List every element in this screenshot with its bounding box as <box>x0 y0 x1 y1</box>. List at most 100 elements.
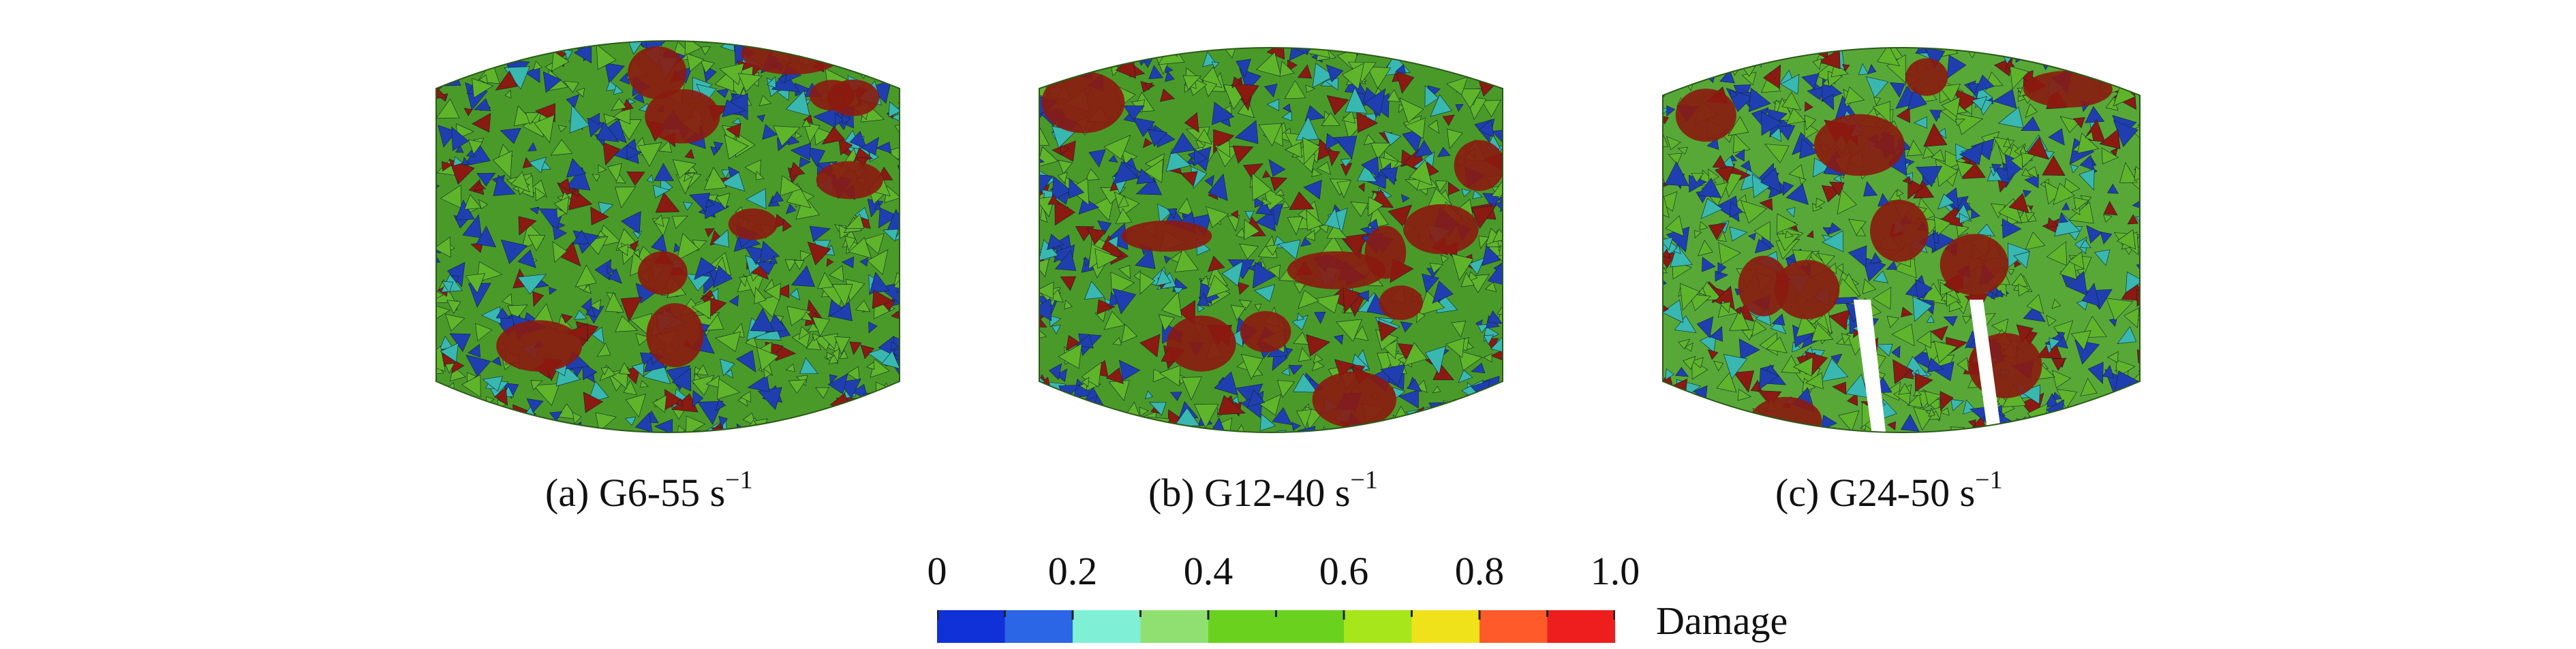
damage-fragment <box>655 192 680 213</box>
damage-fragment <box>1678 338 1691 350</box>
damage-fragment <box>2068 432 2087 449</box>
damage-fragment <box>1460 272 1475 287</box>
damage-fragment <box>1052 176 1071 202</box>
damage-fragment <box>1026 42 1034 54</box>
damage-fragment <box>1481 245 1502 266</box>
damage-fragment <box>1118 360 1141 381</box>
damage-fragment <box>1502 58 1503 69</box>
damage-fragment <box>1432 363 1454 381</box>
damage-fragment <box>1457 89 1482 109</box>
damage-fragment <box>1457 61 1471 75</box>
damage-fragment <box>1147 129 1167 147</box>
damage-fragment <box>1167 208 1178 219</box>
damage-fragment <box>694 257 718 281</box>
damage-fragment <box>2086 225 2102 244</box>
damage-fragment <box>1488 53 1503 69</box>
damage-fragment <box>1997 180 2009 193</box>
damage-fragment <box>1370 142 1392 159</box>
damage-fragment <box>1303 179 1322 200</box>
damage-fragment <box>812 316 830 337</box>
damage-fragment <box>786 203 797 215</box>
damage-fragment <box>1144 158 1164 183</box>
damage-fragment <box>1901 306 1913 317</box>
damage-fragment <box>1913 389 1922 397</box>
damage-fragment <box>1971 208 1981 219</box>
damage-fragment <box>1356 110 1379 133</box>
damage-fragment <box>1343 233 1370 257</box>
damage-fragment <box>1925 390 1943 407</box>
damage-fragment <box>1753 221 1771 243</box>
damage-fragment <box>1919 25 1936 39</box>
damage-fragment <box>1314 20 1335 31</box>
damage-fragment <box>786 183 812 208</box>
damage-fragment <box>1713 428 1736 432</box>
damage-fragment <box>1026 74 1031 82</box>
damage-fragment <box>2104 48 2121 52</box>
damage-fragment <box>1663 299 1684 323</box>
damage-fragment <box>1313 294 1340 314</box>
damage-fragment <box>1326 95 1349 116</box>
damage-fragment <box>672 159 696 179</box>
damage-fragment <box>2046 315 2057 327</box>
damage-fragment <box>1507 122 1516 133</box>
damage-fragment <box>2051 440 2060 448</box>
damage-fragment <box>1297 313 1305 321</box>
damage-fragment <box>1900 413 1920 432</box>
damage-fragment <box>1432 280 1454 304</box>
damage-fragment <box>1289 191 1315 210</box>
damage-fragment <box>1262 170 1271 178</box>
damage-fragment <box>829 265 844 283</box>
damage-fragment <box>1702 425 1712 432</box>
damage-fragment <box>899 185 900 208</box>
damage-fragment <box>530 206 540 215</box>
damage-fragment <box>1264 83 1278 98</box>
damage-fragment <box>2147 180 2153 191</box>
damage-fragment <box>1262 197 1272 206</box>
damage-fragment <box>1847 392 1858 407</box>
damage-fragment <box>1822 78 1830 86</box>
damage-fragment <box>1435 180 1448 193</box>
specimen-a <box>423 14 913 449</box>
damage-fragment <box>2123 307 2140 328</box>
damage-fragment <box>1398 390 1419 409</box>
colorbar-segment <box>1411 610 1480 643</box>
damage-fragment <box>822 442 842 449</box>
damage-fragment <box>2003 137 2011 148</box>
damage-fragment <box>1194 404 1219 429</box>
damage-fragment <box>1687 50 1706 67</box>
damage-fragment <box>1350 202 1368 217</box>
damage-fragment <box>801 311 814 321</box>
damage-fragment <box>1302 137 1321 165</box>
damage-fragment <box>1306 48 1331 59</box>
damage-fragment <box>1197 129 1213 145</box>
damage-fragment <box>1314 311 1326 324</box>
damage-fragment <box>1430 94 1452 117</box>
damage-fragment <box>765 283 781 301</box>
damage-fragment <box>1792 357 1813 377</box>
damage-fragment <box>603 113 618 125</box>
damage-fragment <box>1663 413 1666 432</box>
damage-fragment <box>1214 371 1238 396</box>
damage-fragment <box>2141 420 2153 437</box>
damage-fragment <box>1112 288 1137 315</box>
damage-fragment <box>1830 353 1843 364</box>
damage-fragment <box>1510 288 1516 299</box>
damage-fragment <box>1494 200 1503 214</box>
damage-fragment <box>815 415 834 432</box>
damage-fragment <box>2079 168 2095 191</box>
damage-fragment <box>2142 161 2154 181</box>
damage-fragment <box>829 374 838 385</box>
damage-fragment <box>686 53 705 72</box>
damage-fragment <box>423 153 431 180</box>
damage-fragment <box>441 41 459 42</box>
aggregate-damage-zone <box>1364 225 1407 279</box>
damage-fragment <box>1047 193 1060 205</box>
damage-fragment <box>1159 89 1176 102</box>
damage-fragment <box>1184 112 1199 133</box>
damage-fragment <box>748 424 760 432</box>
damage-fragment <box>1943 316 1958 327</box>
damage-fragment <box>1675 366 1689 377</box>
damage-fragment <box>1064 300 1073 310</box>
damage-fragment <box>604 291 624 313</box>
damage-fragment <box>2049 337 2061 351</box>
